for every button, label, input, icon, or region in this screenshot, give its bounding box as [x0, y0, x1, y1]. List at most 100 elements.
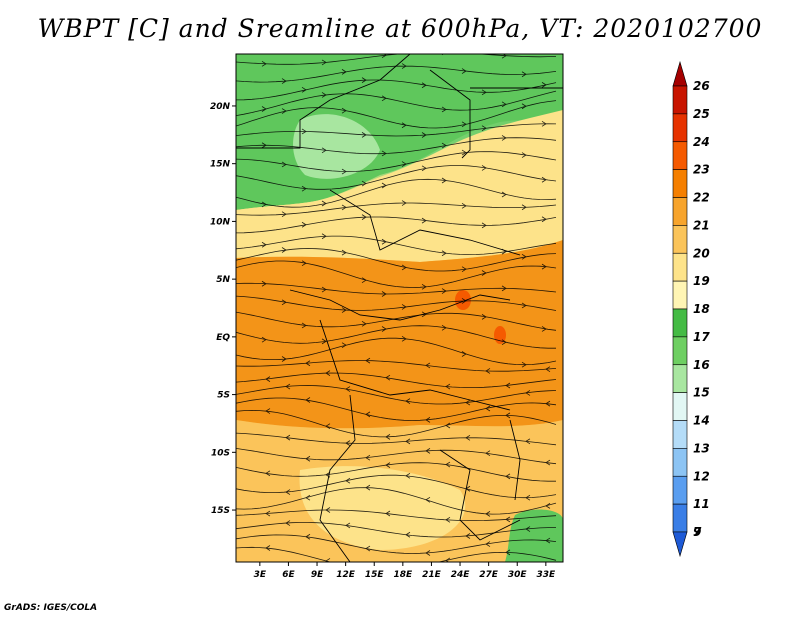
streamline-arrow [521, 302, 527, 309]
streamline-arrow [361, 77, 367, 83]
streamline-arrow [541, 216, 547, 223]
streamline-arrow [305, 360, 311, 367]
streamline-arrow [445, 557, 451, 562]
streamline-arrow [281, 78, 287, 84]
streamline [236, 372, 557, 388]
streamline-arrow [465, 533, 471, 539]
colorbar-swatch [672, 169, 688, 198]
streamline-arrow [485, 511, 491, 517]
streamline-arrow [525, 438, 531, 445]
colorbar-swatch [672, 336, 688, 366]
streamline-arrow [345, 440, 351, 446]
streamline-arrow [265, 376, 271, 382]
colorbar-swatch [672, 225, 688, 254]
streamline-arrow [501, 101, 507, 108]
streamline-arrow [345, 522, 351, 529]
streamline-arrow [545, 459, 551, 466]
wbpt-light-green-region [293, 114, 380, 179]
colorbar-label: 21 [693, 218, 710, 232]
streamline-arrow [265, 408, 271, 414]
streamline-arrow [461, 266, 467, 273]
streamline-arrow [541, 176, 547, 183]
streamline [236, 509, 557, 521]
streamline-arrow [341, 69, 347, 75]
colorbar-swatch [672, 85, 688, 115]
streamline-arrow [361, 132, 367, 138]
streamline-arrow [365, 545, 371, 552]
streamline-arrow [325, 471, 331, 478]
streamline-arrow [481, 125, 487, 132]
lon-tick-label: 33E [536, 570, 556, 580]
lon-tick-label: 30E [508, 570, 528, 580]
streamline-arrow [501, 339, 507, 346]
streamline-arrow [485, 405, 491, 412]
streamline-arrow [365, 357, 371, 364]
wbpt-field [236, 54, 563, 572]
streamline [236, 216, 557, 234]
streamline-arrow [441, 324, 447, 331]
latitude-axis: 20N 15N 10N 5N EQ 5S 10S 15S [210, 102, 236, 516]
streamline-arrow [405, 398, 411, 404]
longitude-axis: 3E 6E 9E 12E 15E 18E 21E 24E 27E 30E 33E [254, 562, 556, 580]
grads-credit: GrADS: IGES/COLA [4, 603, 98, 613]
streamline [236, 235, 557, 256]
streamline-arrow [461, 351, 467, 357]
streamline-arrow [545, 537, 551, 544]
colorbar-swatch [672, 448, 688, 477]
streamline-arrow [301, 185, 307, 192]
streamline-arrow [425, 448, 431, 454]
streamline-arrow [445, 383, 451, 390]
streamline [236, 534, 557, 554]
colorbar-label: 9 [693, 525, 701, 539]
streamline [236, 522, 557, 538]
streamline-arrow [525, 526, 531, 532]
streamline-arrow [285, 434, 291, 441]
streamline-arrow [321, 59, 327, 66]
streamline-arrow [441, 288, 447, 294]
colorbar-label: 26 [693, 79, 710, 93]
streamline-arrow [365, 454, 371, 461]
streamline-arrow [321, 200, 327, 207]
streamline-arrow [361, 214, 367, 220]
streamline-arrow [301, 221, 307, 228]
streamline-arrow [421, 165, 427, 172]
streamline-arrow [341, 107, 347, 114]
streamline-arrow [405, 472, 411, 479]
streamline-arrow [541, 82, 547, 88]
streamline-arrow [321, 233, 327, 240]
colorbar-label: 19 [693, 274, 710, 288]
streamline-arrow [421, 217, 427, 224]
streamline-arrow [341, 168, 347, 175]
streamline [236, 79, 557, 101]
streamline [236, 397, 557, 421]
streamline-arrow [361, 180, 367, 187]
streamline-arrow [525, 494, 531, 501]
streamline-arrow [521, 204, 527, 211]
streamline-arrow [261, 280, 267, 287]
streamline [236, 123, 557, 137]
lat-tick-label: 10N [210, 217, 231, 227]
streamline-arrow [541, 120, 547, 127]
lat-tick-label: 5N [216, 275, 230, 285]
streamline-arrow [501, 285, 507, 292]
colorbar-swatch [672, 392, 688, 421]
colorbar-swatch [672, 60, 688, 87]
streamline-arrow [386, 567, 390, 572]
streamline-arrow [505, 412, 511, 419]
lon-tick-label: 9E [311, 570, 324, 580]
streamline-arrow [425, 550, 431, 556]
lat-tick-label: EQ [216, 333, 230, 343]
streamline [236, 65, 557, 83]
streamline-arrow [481, 270, 487, 276]
colorbar-swatch [672, 308, 688, 338]
map-frame [235, 53, 564, 563]
streamline-arrow [481, 314, 487, 320]
streamline-arrow [281, 247, 287, 253]
streamline [236, 385, 557, 405]
colorbar-label: 15 [693, 386, 710, 400]
streamline-arrow [525, 390, 531, 396]
streamline-arrow [261, 241, 267, 248]
streamline-arrow [381, 291, 387, 297]
streamline-arrow [521, 253, 527, 260]
